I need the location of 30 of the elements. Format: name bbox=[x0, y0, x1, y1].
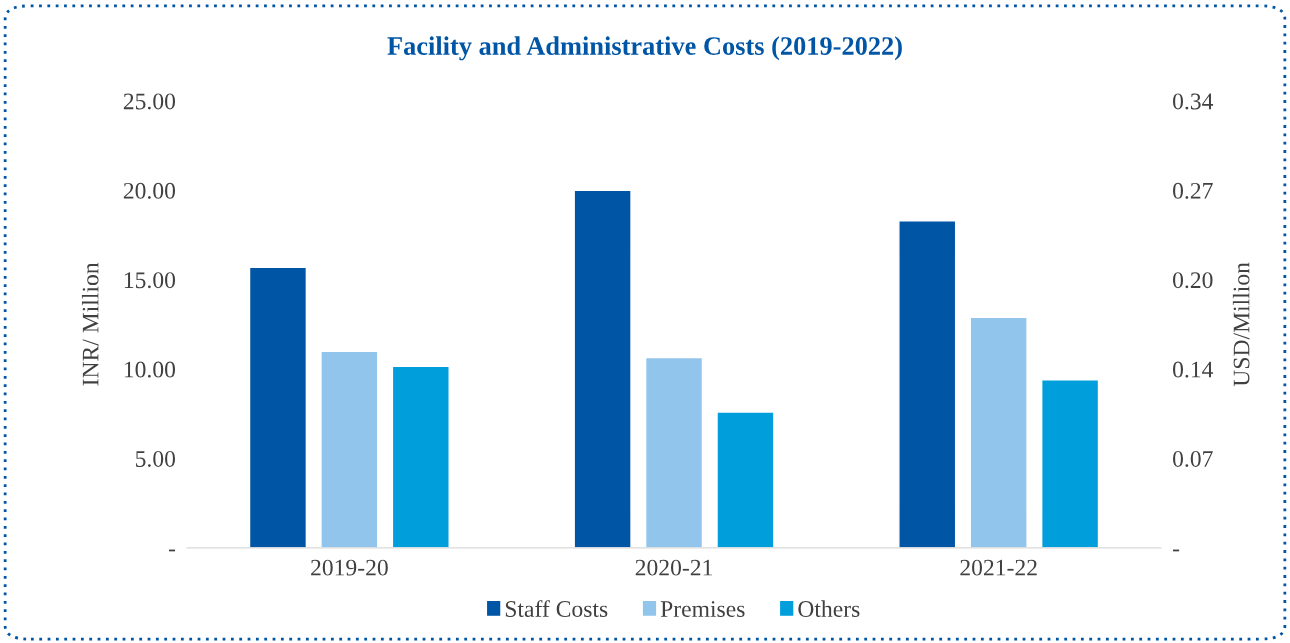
y2-tick-label: 0.20 bbox=[1173, 272, 1213, 289]
legend-label: Premises bbox=[660, 601, 745, 617]
y-tick-label: 15.00 bbox=[124, 272, 176, 289]
x-tick-label: 2020-21 bbox=[635, 559, 712, 576]
y2-tick-label: 0.34 bbox=[1173, 93, 1214, 110]
bar bbox=[644, 356, 704, 548]
bar bbox=[248, 266, 308, 548]
bar bbox=[898, 220, 957, 548]
y-tick-label: 25.00 bbox=[123, 93, 176, 110]
bar bbox=[391, 365, 450, 548]
bar bbox=[716, 411, 775, 548]
y-tick-label: 10.00 bbox=[124, 361, 176, 378]
y2-tick-label: 0.14 bbox=[1173, 361, 1214, 378]
bar bbox=[320, 350, 379, 548]
y-axis-title: INR/ Million bbox=[81, 262, 99, 386]
bar bbox=[573, 189, 632, 548]
y-tick-label: 5.00 bbox=[135, 450, 176, 467]
y-tick-label: 20.00 bbox=[123, 182, 176, 199]
chart-title: Facility and Administrative Costs (2019-2022) bbox=[387, 36, 902, 61]
y-tick-label: - bbox=[168, 549, 176, 552]
y2-tick-label: 0.27 bbox=[1173, 182, 1213, 199]
legend-label: Others bbox=[798, 600, 860, 617]
bar bbox=[1040, 379, 1100, 548]
legend-label: Staff Costs bbox=[505, 600, 608, 617]
x-tick-label: 2021-22 bbox=[960, 559, 1037, 576]
x-tick-label: 2019-20 bbox=[311, 559, 388, 576]
y2-axis-title: USD/Million bbox=[1232, 262, 1250, 387]
bar bbox=[969, 316, 1028, 548]
y2-tick-label: 0.07 bbox=[1173, 450, 1213, 467]
y2-tick-label: - bbox=[1172, 549, 1180, 552]
